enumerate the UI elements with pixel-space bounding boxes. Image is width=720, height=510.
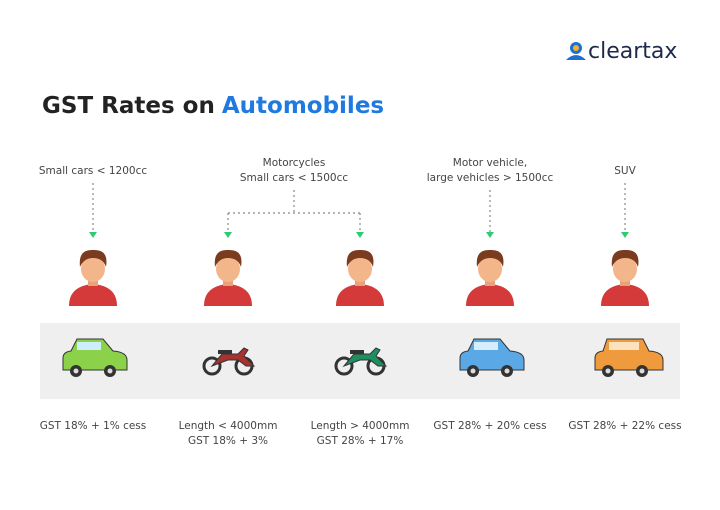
person-icon bbox=[601, 249, 649, 306]
wheel bbox=[202, 356, 222, 376]
shirt bbox=[466, 284, 514, 306]
hair bbox=[346, 249, 374, 267]
gst-rate: GST 28% + 22% cess bbox=[568, 420, 681, 432]
wheel bbox=[334, 356, 354, 376]
shirt bbox=[69, 284, 117, 306]
vehicle-icon bbox=[594, 338, 664, 377]
gst-rate: Length < 4000mm bbox=[179, 420, 278, 432]
hair bbox=[79, 249, 107, 267]
gst-rate: GST 28% + 17% bbox=[317, 435, 404, 447]
group-label: large vehicles > 1500cc bbox=[427, 172, 554, 184]
gst-rate: GST 28% + 20% cess bbox=[433, 420, 546, 432]
hair bbox=[611, 249, 639, 267]
title-highlight: Automobiles bbox=[222, 93, 384, 119]
hub bbox=[639, 368, 645, 374]
window bbox=[77, 342, 101, 350]
shirt bbox=[204, 284, 252, 306]
connector bbox=[227, 190, 361, 232]
hair bbox=[214, 249, 242, 267]
gst-rate: GST 18% + 1% cess bbox=[40, 420, 147, 432]
arrow-head bbox=[486, 232, 494, 238]
group-label: Motor vehicle, bbox=[453, 157, 527, 169]
person-icon bbox=[204, 249, 252, 306]
group-label: Small cars < 1500cc bbox=[240, 172, 348, 184]
arrow-head bbox=[89, 232, 97, 238]
face bbox=[81, 256, 105, 282]
face bbox=[613, 256, 637, 282]
logo-icon bbox=[566, 42, 586, 60]
window bbox=[474, 342, 498, 350]
arrow-head bbox=[621, 232, 629, 238]
hub bbox=[605, 368, 611, 374]
gst-rate: GST 18% + 3% bbox=[188, 435, 268, 447]
gst-rate: Length > 4000mm bbox=[311, 420, 410, 432]
shirt bbox=[601, 284, 649, 306]
shirt bbox=[336, 284, 384, 306]
hair bbox=[476, 249, 504, 267]
vehicle-icon bbox=[62, 338, 128, 377]
arrow-head bbox=[224, 232, 232, 238]
arrow-head bbox=[356, 232, 364, 238]
seat bbox=[218, 350, 232, 354]
hub bbox=[107, 368, 113, 374]
vehicle-icon bbox=[202, 347, 256, 376]
vehicle-icon bbox=[334, 347, 388, 376]
bike-body bbox=[342, 347, 388, 368]
seat bbox=[350, 350, 364, 354]
brand: cleartax bbox=[588, 39, 677, 64]
hub bbox=[504, 368, 510, 374]
vehicle-band bbox=[40, 323, 680, 399]
face bbox=[216, 256, 240, 282]
window bbox=[609, 342, 639, 350]
face bbox=[348, 256, 372, 282]
title-prefix: GST Rates on bbox=[42, 93, 215, 119]
hub bbox=[73, 368, 79, 374]
group-label: Small cars < 1200cc bbox=[39, 165, 147, 177]
bike-body bbox=[210, 347, 256, 368]
person-icon bbox=[336, 249, 384, 306]
person-icon bbox=[69, 249, 117, 306]
vehicle-icon bbox=[459, 338, 525, 377]
group-label: SUV bbox=[614, 165, 636, 177]
hub bbox=[470, 368, 476, 374]
face bbox=[478, 256, 502, 282]
title: GST Rates on Automobiles bbox=[42, 93, 384, 119]
person-icon bbox=[466, 249, 514, 306]
group-label: Motorcycles bbox=[263, 157, 326, 169]
